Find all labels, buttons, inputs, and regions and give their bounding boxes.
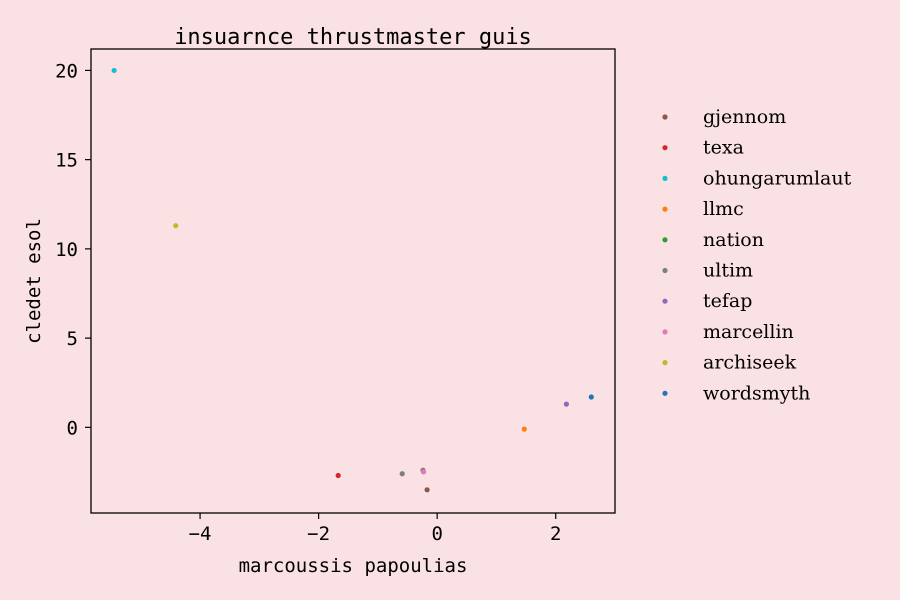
data-point-archiseek [173,223,179,229]
legend-label-ultim: ultim [703,260,753,282]
legend-label-texa: texa [703,137,744,159]
legend-marker-marcellin [662,329,668,335]
legend-label-marcellin: marcellin [703,321,794,343]
data-point-wordsmyth [588,394,594,400]
data-point-gjennom [424,487,430,493]
y-tick-label: 5 [67,328,78,350]
legend-marker-nation [662,237,668,243]
data-point-llmc [521,426,527,432]
legend-marker-gjennom [662,114,668,120]
y-tick-label: 20 [55,60,78,82]
data-point-texa [335,472,341,479]
x-tick-label: −4 [189,523,212,545]
legend-label-ohungarumlaut: ohungarumlaut [703,167,852,189]
x-tick-label: 2 [550,523,561,545]
data-point-ultim [399,471,405,477]
y-tick-label: 10 [55,239,78,261]
y-axis-label: cledet esol [23,218,45,344]
chart-title: insuarnce thrustmaster guis [174,25,532,50]
y-axis: 0 5 10 15 20 [55,60,91,439]
legend-label-wordsmyth: wordsmyth [703,382,810,404]
x-tick-label: −2 [307,523,330,545]
legend-marker-tefap [662,298,668,304]
plot-frame [90,48,616,514]
data-point-marcellin [420,469,427,475]
x-axis-label: marcoussis papoulias [239,555,468,577]
x-tick-label: 0 [431,523,442,545]
legend-marker-archiseek [662,360,668,366]
data-point-tefap [563,401,569,407]
legend-label-nation: nation [703,229,764,251]
legend-label-archiseek: archiseek [703,352,797,374]
legend: gjennom texa ohungarumlaut llmc nation ultim t… [662,106,852,404]
legend-marker-llmc [662,206,668,212]
plot-area [111,67,594,493]
data-point-ohungarumlaut [111,67,117,74]
legend-marker-wordsmyth [662,390,668,396]
legend-label-gjennom: gjennom [703,106,786,128]
legend-marker-texa [662,145,668,151]
legend-label-llmc: llmc [703,198,744,220]
x-axis: −4 −2 0 2 [189,513,561,545]
legend-label-tefap: tefap [703,290,752,312]
y-tick-label: 0 [67,417,78,439]
legend-marker-ohungarumlaut [662,175,668,181]
legend-marker-ultim [662,267,668,274]
y-tick-label: 15 [55,150,78,172]
